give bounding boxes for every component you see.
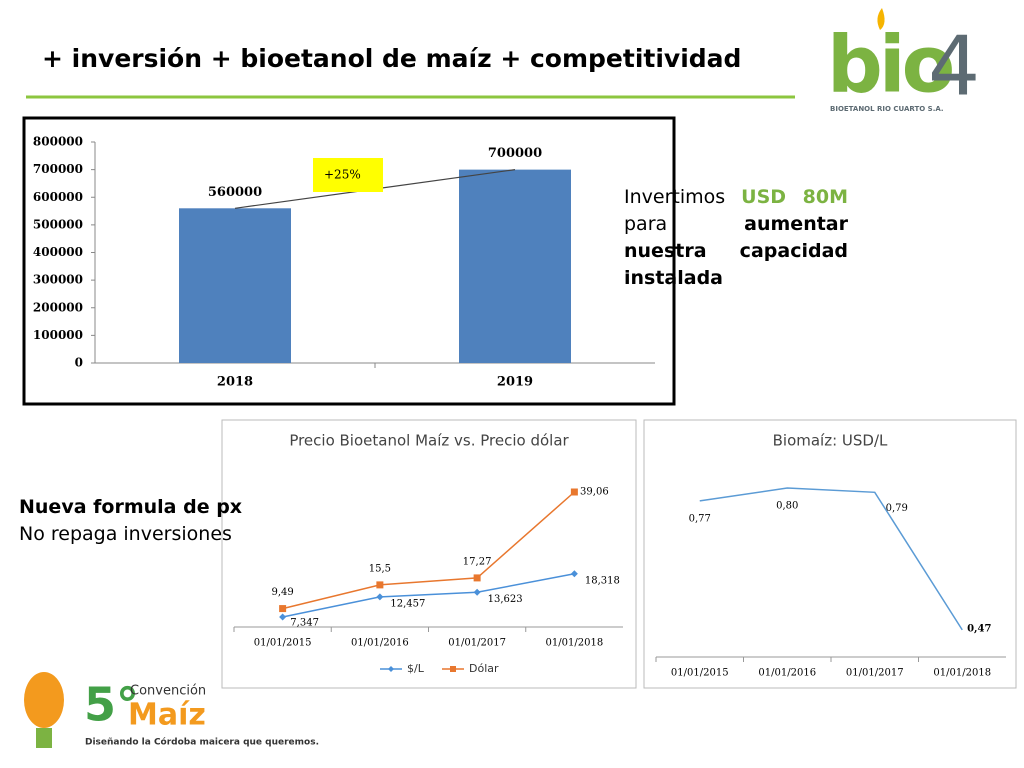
logo-number: 4 (928, 19, 980, 114)
annotation: +25% (324, 168, 361, 182)
value-label: 18,318 (585, 575, 620, 586)
y-tick-label: 600000 (33, 190, 83, 204)
event-number: 5° (84, 678, 139, 732)
value-label: 9,49 (271, 587, 293, 598)
value-label: 17,27 (463, 556, 492, 567)
note-heading: Nueva formula de px (19, 496, 243, 518)
chart-frame (221, 419, 637, 689)
bar (179, 208, 291, 363)
series-line (282, 491, 575, 610)
series-line (282, 573, 575, 618)
marker (279, 605, 287, 613)
y-tick-label: 800000 (33, 135, 83, 149)
note-text: para (624, 213, 668, 235)
value-label: 13,623 (488, 594, 523, 605)
marker (570, 488, 578, 496)
value-label: 0,79 (886, 503, 908, 514)
y-tick-label: 100000 (33, 328, 83, 342)
logo-brand: bio (827, 20, 953, 110)
marker (473, 574, 481, 582)
x-tick-label: 01/01/2017 (448, 638, 506, 649)
bar (459, 169, 571, 363)
legend-label: $/L (407, 662, 425, 675)
investment-note: Invertimos USD 80M para aumentar nuestra… (624, 184, 848, 292)
y-tick-label: 400000 (33, 245, 83, 259)
annotation-box (313, 158, 383, 192)
note-amount: USD 80M (741, 186, 848, 208)
legend-label: Dólar (469, 662, 499, 675)
logo-flame (877, 8, 885, 30)
value-label: 560000 (208, 185, 262, 200)
chart-frame (643, 419, 1017, 689)
value-label: 39,06 (580, 487, 609, 498)
note-text: Invertimos (624, 186, 726, 208)
value-label: 0,77 (689, 513, 711, 524)
marker (279, 613, 287, 621)
value-label: 15,5 (369, 563, 391, 574)
x-tick-label: 2019 (497, 375, 533, 390)
event-name: Convención (130, 684, 206, 699)
x-tick-label: 01/01/2018 (933, 668, 991, 679)
x-tick-label: 01/01/2015 (671, 668, 729, 679)
y-tick-label: 500000 (33, 217, 83, 231)
note-bold: aumentar nuestra capacidad instalada (624, 213, 848, 289)
event-tagline: Diseñando la Córdoba maicera que queremo… (85, 737, 319, 748)
x-tick-label: 2018 (217, 375, 253, 390)
series-line (699, 487, 963, 631)
bulb-base (36, 728, 52, 748)
x-tick-label: 01/01/2018 (546, 638, 604, 649)
x-tick-label: 01/01/2016 (351, 638, 409, 649)
event-topic: Maíz (128, 698, 206, 733)
formula-note: Nueva formula de px No repaga inversiones (19, 494, 242, 548)
marker (376, 581, 384, 589)
value-label: 700000 (488, 146, 542, 161)
slide-title: + inversión + bioetanol de maíz + compet… (42, 44, 741, 73)
legend-marker (450, 666, 456, 672)
y-tick-label: 0 (75, 356, 83, 370)
x-tick-label: 01/01/2017 (846, 668, 904, 679)
x-tick-label: 01/01/2016 (758, 668, 816, 679)
value-label: 7,347 (290, 618, 319, 629)
y-tick-label: 300000 (33, 273, 83, 287)
chart-title: Precio Bioetanol Maíz vs. Precio dólar (289, 432, 569, 450)
y-tick-label: 700000 (33, 162, 83, 176)
marker (376, 593, 384, 601)
y-tick-label: 200000 (33, 300, 83, 314)
marker (570, 570, 578, 578)
value-label: 0,80 (776, 501, 798, 512)
logo-company: BIOETANOL RIO CUARTO S.A. (830, 105, 944, 113)
chart-title: Biomaíz: USD/L (773, 432, 888, 450)
legend-marker (388, 666, 394, 672)
value-label: 12,457 (390, 598, 425, 609)
x-tick-label: 01/01/2015 (254, 638, 312, 649)
marker (473, 588, 481, 596)
note-text: No repaga inversiones (19, 523, 232, 545)
value-label: 0,47 (967, 623, 991, 634)
bulb-logo (24, 672, 64, 728)
